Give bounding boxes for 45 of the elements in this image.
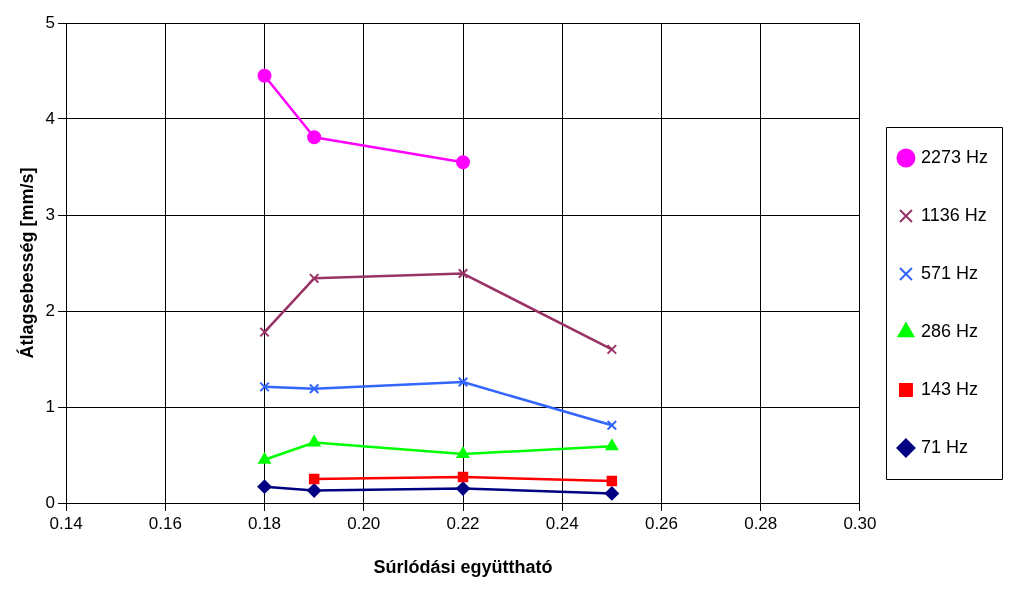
point [308, 473, 320, 485]
x-tick-label: 0.16 [148, 513, 182, 533]
y-tick-label: 1 [45, 396, 56, 416]
point [257, 479, 272, 494]
point [606, 475, 618, 487]
x-tick-label: 0.26 [644, 513, 679, 533]
point [606, 344, 618, 355]
legend-label: 286 Hz [920, 320, 978, 341]
point [604, 486, 619, 501]
point [259, 326, 270, 338]
point [307, 483, 322, 498]
x-tick-label: 0.14 [49, 513, 83, 533]
point [457, 471, 469, 483]
x-tick-label: 0.30 [843, 513, 877, 533]
point [456, 155, 471, 170]
point [307, 435, 321, 447]
point [257, 68, 272, 83]
x-tick-label: 0.18 [247, 513, 282, 533]
y-tick-label: 4 [45, 108, 56, 128]
point [259, 381, 270, 393]
point [457, 376, 469, 388]
y-axis-title: Átlagsebesség [mm/s] [15, 167, 37, 359]
legend-label: 143 Hz [920, 378, 978, 399]
y-tick-label: 0 [45, 492, 56, 512]
legend-label: 71 Hz [920, 436, 968, 457]
point [605, 439, 619, 451]
point [258, 452, 271, 464]
x-tick-label: 0.22 [446, 513, 480, 533]
point [307, 130, 322, 145]
point [456, 447, 470, 459]
point [308, 273, 320, 284]
y-tick-label: 5 [45, 12, 56, 32]
x-tick-label: 0.24 [545, 513, 579, 533]
x-tick-label: 0.20 [347, 513, 381, 533]
legend-label: 1136 Hz [920, 204, 987, 225]
x-axis-title: Súrlódási együttható [373, 557, 553, 578]
point [457, 268, 469, 279]
point [606, 420, 618, 431]
legend-label: 2273 Hz [920, 146, 988, 167]
x-tick-label: 0.28 [744, 513, 778, 533]
y-tick-label: 3 [45, 204, 56, 224]
point [308, 383, 320, 394]
point [456, 481, 471, 496]
y-tick-label: 2 [45, 300, 56, 320]
legend-label: 571 Hz [920, 262, 978, 283]
